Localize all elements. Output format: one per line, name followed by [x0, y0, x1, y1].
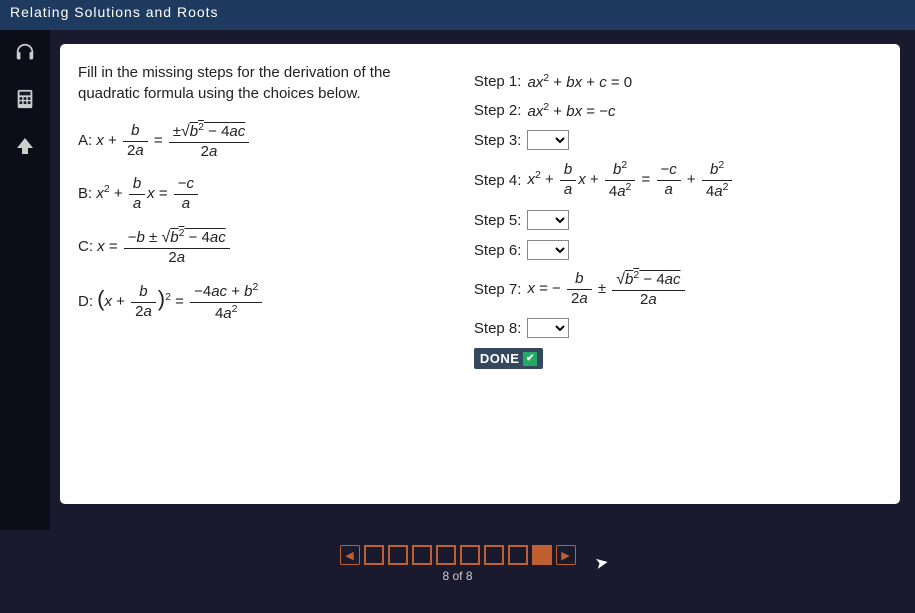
- instruction-line-2: quadratic formula using the choices belo…: [78, 83, 464, 104]
- nav-page-2[interactable]: [388, 545, 408, 565]
- choice-D-expr: (x + b2a)2 = −4ac + b24a2: [97, 293, 264, 310]
- step-8-label: Step 8:: [474, 320, 522, 337]
- done-button[interactable]: DONE ✔: [474, 348, 544, 369]
- headphones-icon[interactable]: [14, 42, 36, 70]
- step-6-label: Step 6:: [474, 242, 522, 259]
- step-2-expr: ax2 + bx = −c: [527, 101, 615, 120]
- nav-next-button[interactable]: ▶: [556, 545, 576, 565]
- choice-B-expr: x2 + bax = −ca: [96, 185, 200, 202]
- header-bar: Relating Solutions and Roots: [0, 0, 915, 30]
- step-7-label: Step 7:: [474, 281, 522, 298]
- choice-B-label: B:: [78, 185, 92, 202]
- done-label: DONE: [480, 351, 520, 366]
- choice-B: B: x2 + bax = −ca: [78, 176, 464, 212]
- step-8: Step 8:: [474, 318, 882, 338]
- choice-C-expr: x = −b ± √b2 − 4ac2a: [97, 238, 232, 255]
- check-icon: ✔: [523, 352, 537, 366]
- nav-page-1[interactable]: [364, 545, 384, 565]
- choice-A: A: x + b2a = ±√b2 − 4ac2a: [78, 122, 464, 160]
- step-5-select[interactable]: [527, 210, 569, 230]
- nav-page-4[interactable]: [436, 545, 456, 565]
- left-sidebar: [0, 30, 50, 530]
- step-5: Step 5:: [474, 210, 882, 230]
- nav-page-7[interactable]: [508, 545, 528, 565]
- instructions: Fill in the missing steps for the deriva…: [78, 62, 464, 104]
- nav-page-6[interactable]: [484, 545, 504, 565]
- step-1-expr: ax2 + bx + c = 0: [527, 72, 632, 91]
- step-3-select[interactable]: [527, 130, 569, 150]
- up-arrow-icon[interactable]: [13, 134, 37, 164]
- step-4: Step 4: x2 + bax + b24a2 = −ca + b24a2: [474, 160, 882, 200]
- step-4-label: Step 4:: [474, 172, 522, 189]
- choice-C-label: C:: [78, 238, 93, 255]
- step-7: Step 7: x = − b2a ± √b2 − 4ac2a: [474, 270, 882, 308]
- left-column: Fill in the missing steps for the deriva…: [78, 62, 464, 486]
- step-6-select[interactable]: [527, 240, 569, 260]
- header-title: Relating Solutions and Roots: [10, 4, 219, 20]
- choice-A-expr: x + b2a = ±√b2 − 4ac2a: [96, 132, 251, 149]
- nav-page-5[interactable]: [460, 545, 480, 565]
- choice-D: D: (x + b2a)2 = −4ac + b24a2: [78, 282, 464, 322]
- choice-A-label: A:: [78, 132, 92, 149]
- step-1: Step 1: ax2 + bx + c = 0: [474, 72, 882, 91]
- right-column: Step 1: ax2 + bx + c = 0 Step 2: ax2 + b…: [474, 62, 882, 486]
- step-2-label: Step 2:: [474, 102, 522, 119]
- choice-C: C: x = −b ± √b2 − 4ac2a: [78, 228, 464, 266]
- step-4-expr: x2 + bax + b24a2 = −ca + b24a2: [527, 160, 734, 200]
- content-panel: Fill in the missing steps for the deriva…: [60, 44, 900, 504]
- step-3-label: Step 3:: [474, 132, 522, 149]
- step-1-label: Step 1:: [474, 73, 522, 90]
- step-7-expr: x = − b2a ± √b2 − 4ac2a: [527, 270, 686, 308]
- bottom-nav: ◀ ▶ 8 of 8: [0, 545, 915, 583]
- step-2: Step 2: ax2 + bx = −c: [474, 101, 882, 120]
- page-indicator: 8 of 8: [442, 569, 472, 583]
- step-8-select[interactable]: [527, 318, 569, 338]
- calculator-icon[interactable]: [14, 88, 36, 116]
- done-row: DONE ✔: [474, 348, 882, 369]
- nav-page-3[interactable]: [412, 545, 432, 565]
- nav-boxes: ◀ ▶: [340, 545, 576, 565]
- step-3: Step 3:: [474, 130, 882, 150]
- instruction-line-1: Fill in the missing steps for the deriva…: [78, 62, 464, 83]
- step-6: Step 6:: [474, 240, 882, 260]
- nav-prev-button[interactable]: ◀: [340, 545, 360, 565]
- choice-D-label: D:: [78, 293, 93, 310]
- nav-page-8[interactable]: [532, 545, 552, 565]
- step-5-label: Step 5:: [474, 212, 522, 229]
